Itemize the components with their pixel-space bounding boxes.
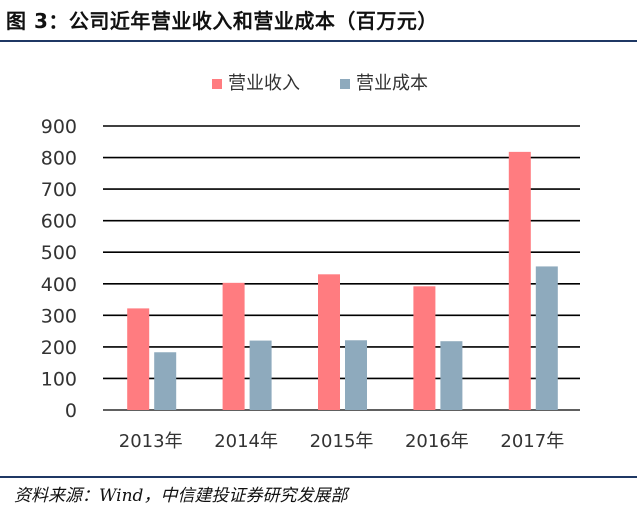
legend-swatch-cost [340,79,350,89]
y-tick-label: 0 [65,400,77,422]
y-tick-label: 500 [41,242,77,264]
revenue-bar [318,274,340,410]
revenue-bar [413,286,436,410]
legend-label-cost: 营业成本 [356,73,428,94]
bar-chart: 0 100 200 300 400 500 600 700 800 900 2013年 2014年 20… [41,73,580,452]
y-tick-label: 100 [41,368,77,390]
revenue-bar [222,282,245,410]
cost-bar [440,341,463,410]
source-divider [0,476,637,478]
source-note: 资料来源：Wind，中信建投证券研究发展部 [14,486,348,506]
y-tick-label: 900 [41,116,77,138]
revenue-bar [508,151,531,410]
x-tick-label: 2016年 [405,431,469,452]
x-tick-label: 2017年 [500,431,564,452]
title-underline [0,40,637,42]
cost-bar [345,340,367,410]
y-tick-label: 300 [41,305,77,327]
cost-bar [154,352,177,410]
y-tick-label: 600 [41,211,77,233]
legend-label-revenue: 营业收入 [228,73,300,94]
x-tick-label: 2014年 [214,431,278,452]
legend-swatch-revenue [212,79,222,89]
cost-bar [535,266,558,410]
y-tick-label: 700 [41,179,77,201]
x-tick-label: 2013年 [119,431,183,452]
y-tick-label: 200 [41,337,77,359]
figure-title: 图 3：公司近年营业收入和营业成本（百万元） [6,9,438,33]
cost-bar [249,340,272,410]
y-tick-label: 800 [41,148,77,170]
y-tick-label: 400 [41,274,77,296]
chart-container: 0 100 200 300 400 500 600 700 800 900 2013年 2014年 20… [0,44,637,472]
x-tick-label: 2015年 [310,431,374,452]
revenue-bar [127,308,150,410]
